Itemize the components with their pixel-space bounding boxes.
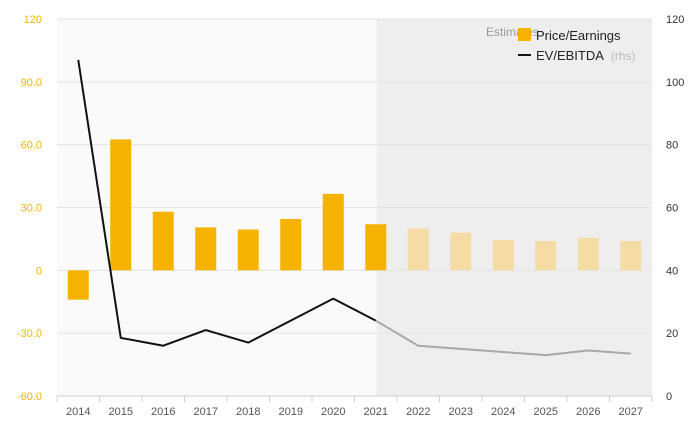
x-tick-label: 2015: [109, 406, 133, 418]
right-tick-label: 40: [666, 265, 678, 277]
x-tick-label: 2024: [491, 406, 515, 418]
x-tick-label: 2020: [321, 406, 345, 418]
legend-swatch-price-earnings: [518, 28, 531, 41]
x-tick-label: 2018: [236, 406, 260, 418]
bar-2015: [110, 139, 132, 271]
bar-2027: [620, 241, 642, 271]
x-axis: 2014 2015 2016 2017 2018 2019 2020 2021 2022 2023…: [56, 396, 653, 418]
x-tick-label: 2023: [449, 406, 473, 418]
x-tick-label: 2022: [406, 406, 430, 418]
left-tick-label: -30.0: [17, 328, 42, 340]
right-tick-label: 120: [666, 14, 684, 26]
right-tick-label: 20: [666, 328, 678, 340]
left-tick-label: -60.0: [17, 391, 42, 403]
right-tick-label: 60: [666, 203, 678, 215]
x-tick-label: 2019: [279, 406, 303, 418]
x-tick-label: 2014: [66, 406, 90, 418]
bar-2023: [450, 232, 472, 271]
legend: Price/Earnings EV/EBITDA (rhs): [518, 28, 636, 63]
ev-ebitda-actual-line: [77, 59, 377, 347]
bar-2026: [577, 237, 599, 271]
x-tick-label: 2026: [576, 406, 600, 418]
bar-2024: [492, 239, 514, 271]
ev-ebitda-line: [77, 59, 631, 357]
bar-2017: [195, 227, 217, 271]
bar-2019: [280, 219, 302, 271]
left-tick-label: 90.0: [21, 77, 42, 89]
right-tick-label: 0: [666, 391, 672, 403]
x-tick-label: 2025: [534, 406, 558, 418]
bar-2016: [152, 211, 174, 271]
left-tick-label: 30.0: [21, 203, 42, 215]
right-tick-label: 80: [666, 140, 678, 152]
ev-ebitda-estimate-line: [375, 319, 631, 357]
x-tick-label: 2016: [151, 406, 175, 418]
left-tick-label: 60.0: [21, 140, 42, 152]
x-tick-label: 2027: [619, 406, 643, 418]
left-tick-label: 120: [24, 14, 42, 26]
bar-2018: [237, 229, 259, 271]
pe-bars: [67, 139, 642, 300]
legend-label-price-earnings: Price/Earnings: [536, 28, 621, 43]
x-tick-label: 2017: [194, 406, 218, 418]
bar-2022: [407, 228, 429, 271]
left-axis: 120 90.0 60.0 30.0 0 -30.0 -60.0: [17, 14, 42, 403]
right-tick-label: 100: [666, 77, 684, 89]
bar-2025: [535, 241, 557, 271]
left-tick-label: 0: [36, 265, 42, 277]
bar-2014: [67, 270, 89, 300]
legend-label-ev-ebitda: EV/EBITDA (rhs): [536, 48, 636, 63]
bar-2021: [365, 224, 387, 271]
x-tick-label: 2021: [364, 406, 388, 418]
right-axis: 120 100 80 60 40 20 0: [666, 14, 684, 403]
bar-2020: [322, 193, 344, 271]
